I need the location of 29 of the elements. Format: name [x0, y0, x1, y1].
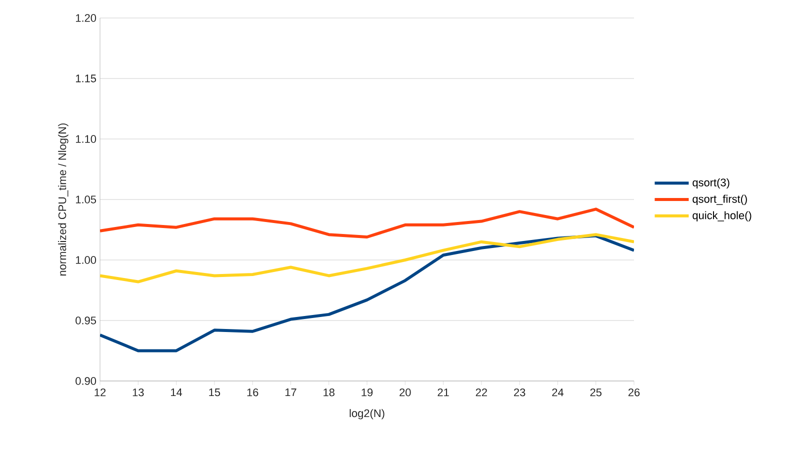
x-tick-label: 19 [362, 388, 373, 396]
y-axis-title: normalized CPU_time / Nlog(N) [58, 123, 68, 276]
legend-label: qsort_first() [692, 194, 747, 205]
x-tick-label: 17 [285, 388, 296, 396]
line-series [100, 208, 634, 238]
x-axis-title: log2(N) [350, 409, 384, 420]
x-tick-label: 18 [324, 388, 334, 396]
x-tick-label: 21 [438, 388, 449, 396]
legend-label: qsort(3) [692, 178, 730, 189]
y-tick-label: 0.95 [76, 316, 96, 324]
x-tick-label: 26 [628, 388, 640, 396]
y-tick-label: 1.20 [76, 14, 96, 22]
x-tick-label: 13 [132, 388, 144, 396]
x-tick-label: 24 [552, 388, 564, 396]
legend-label: quick_hole() [692, 211, 752, 222]
y-tick-label: 1.05 [76, 196, 96, 204]
x-tick-label: 14 [171, 388, 182, 396]
y-tick-label: 1.15 [76, 74, 96, 82]
x-tick-label: 25 [590, 388, 602, 396]
y-tick-label: 1.10 [76, 135, 96, 143]
x-tick-label: 23 [514, 388, 526, 396]
x-tick-label: 16 [247, 388, 258, 396]
y-tick-label: 1.00 [76, 256, 96, 264]
x-tick-label: 15 [209, 388, 220, 396]
x-tick-label: 22 [476, 388, 487, 396]
line-series [100, 233, 634, 284]
x-tick-label: 12 [94, 388, 106, 396]
x-tick-label: 20 [400, 388, 411, 396]
y-tick-label: 0.90 [76, 377, 96, 385]
